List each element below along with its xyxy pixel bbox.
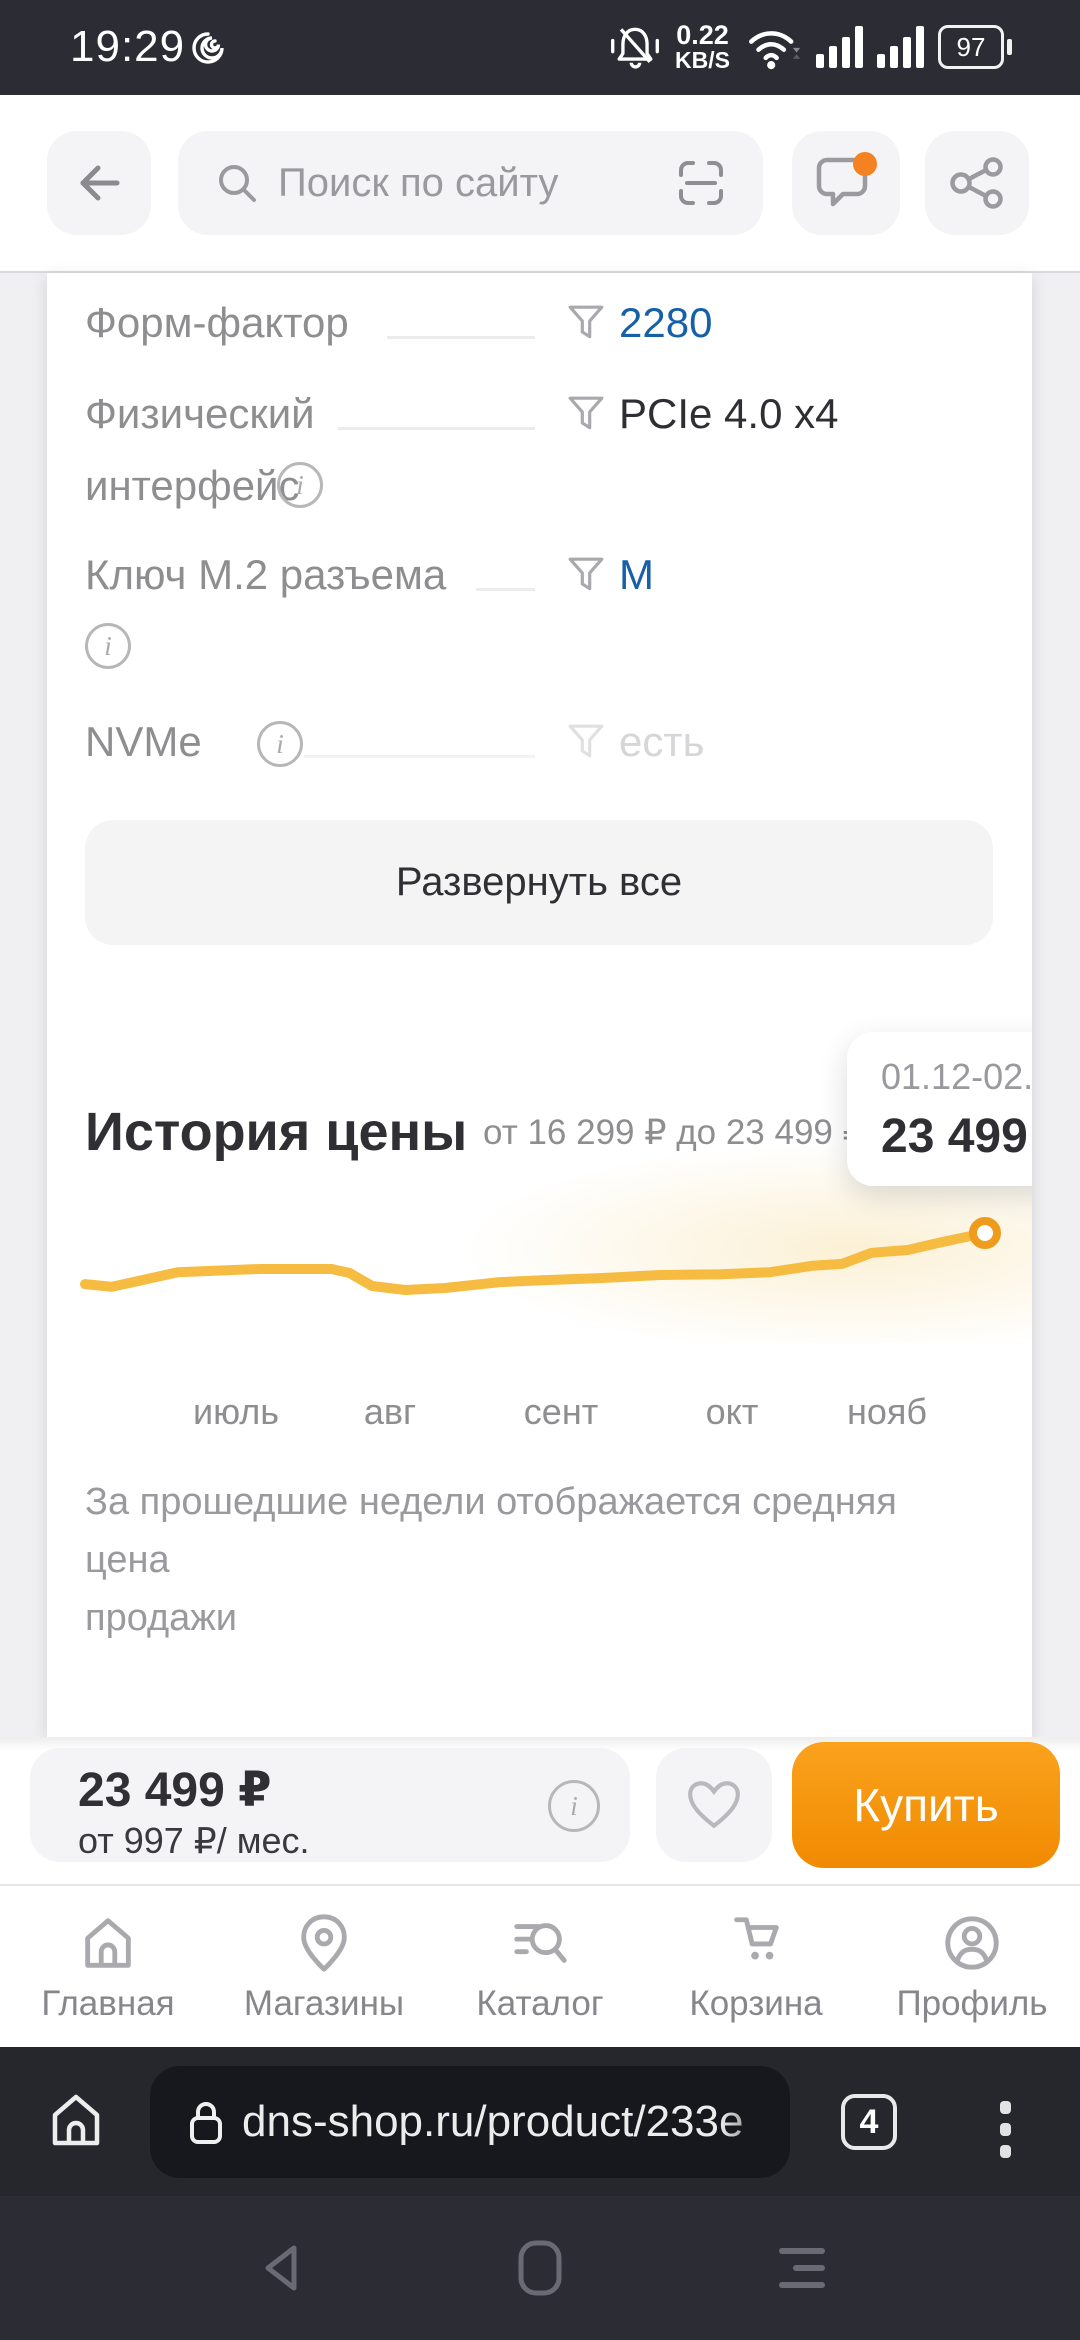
vibrate-mute-icon xyxy=(611,27,660,69)
nav-item-stores[interactable]: Магазины xyxy=(216,1886,432,2047)
chart-tooltip: 01.12-02.1 23 499 ₽ xyxy=(847,1032,1032,1186)
tooltip-date-range: 01.12-02.1 xyxy=(881,1056,1032,1097)
x-tick-sep: сент xyxy=(523,1391,599,1432)
bottom-navigation: Главная Магазины Каталог xyxy=(0,1886,1080,2047)
home-icon xyxy=(85,1918,131,1968)
barcode-scan-icon[interactable] xyxy=(673,155,729,211)
spec-value-physical-interface: PCIe 4.0 x4 xyxy=(619,390,839,437)
url-text: dns-shop.ru/product/233e xyxy=(242,2097,744,2146)
heart-icon xyxy=(688,1781,740,1829)
leader-line xyxy=(304,755,535,758)
divider xyxy=(0,1884,1080,1886)
nav-label: Каталог xyxy=(476,1984,604,2023)
product-sheet: Форм-фактор 2280 Физический интерфейс i … xyxy=(47,273,1032,1737)
nav-label: Магазины xyxy=(243,1984,405,2023)
signal-bars-sim1 xyxy=(816,26,863,68)
profile-icon xyxy=(945,1916,999,1970)
price-history-chart xyxy=(80,1217,1001,1295)
search-icon xyxy=(219,165,256,202)
android-navigation-bar xyxy=(0,2196,1080,2340)
current-price: 23 499 ₽ xyxy=(78,1764,272,1817)
browser-home-icon[interactable] xyxy=(44,2087,108,2153)
price-pill[interactable]: 23 499 ₽ от 997 ₽/ мес. i xyxy=(30,1748,630,1862)
spec-value-m2-key[interactable]: M xyxy=(619,551,654,598)
url-fade xyxy=(720,2066,790,2178)
battery-indicator: 97 xyxy=(938,25,1004,69)
clock: 19:29 xyxy=(70,22,186,71)
nav-label: Профиль xyxy=(896,1984,1048,2023)
filter-funnel-icon[interactable] xyxy=(567,555,605,595)
info-icon[interactable]: i xyxy=(85,623,131,669)
spec-label-physical-interface-line2: интерфейс xyxy=(85,462,300,509)
back-arrow-icon xyxy=(80,165,120,201)
spec-value-nvme: есть xyxy=(619,718,705,765)
x-tick-july: июль xyxy=(192,1391,280,1432)
signal-bars-sim2 xyxy=(877,26,924,68)
expand-all-label: Развернуть все xyxy=(395,860,683,904)
x-tick-aug: авг xyxy=(363,1391,417,1432)
share-icon xyxy=(950,157,1003,209)
wifi-icon xyxy=(748,31,801,70)
battery-nub xyxy=(1007,39,1012,55)
price-marker-point[interactable] xyxy=(969,1217,1001,1249)
tab-counter-button[interactable]: 4 xyxy=(841,2094,897,2150)
info-icon[interactable]: i xyxy=(277,462,323,508)
notification-dot xyxy=(853,152,877,176)
cart-icon xyxy=(734,1917,779,1960)
url-bar[interactable]: dns-shop.ru/product/233e xyxy=(150,2066,790,2178)
nav-label: Главная xyxy=(41,1984,175,2023)
tooltip-price: 23 499 ₽ xyxy=(881,1110,1032,1163)
nav-item-cart[interactable]: Корзина xyxy=(648,1886,864,2047)
location-pin-icon xyxy=(301,1914,347,1972)
android-home-button[interactable] xyxy=(516,2238,564,2298)
buy-button-label: Купить xyxy=(853,1779,999,1831)
catalog-search-icon xyxy=(514,1923,567,1963)
android-menu-button[interactable] xyxy=(776,2240,828,2296)
search-input[interactable]: Поиск по сайту xyxy=(178,131,763,235)
filter-funnel-icon[interactable] xyxy=(567,303,605,343)
tab-count: 4 xyxy=(859,2102,879,2141)
filter-funnel-icon xyxy=(568,724,604,758)
leader-line xyxy=(338,427,535,430)
status-bar: 19:29 0.22 KB/S xyxy=(0,0,1080,95)
share-button[interactable] xyxy=(925,131,1029,235)
leader-line xyxy=(387,336,535,339)
expand-all-button[interactable]: Развернуть все xyxy=(85,820,993,945)
price-info-icon[interactable]: i xyxy=(548,1780,600,1832)
chat-button[interactable] xyxy=(792,131,900,235)
spec-label-m2-key: Ключ М.2 разъема xyxy=(85,551,447,598)
filter-funnel-icon[interactable] xyxy=(567,394,605,434)
buy-button[interactable]: Купить xyxy=(792,1742,1060,1868)
x-tick-nov: нояб xyxy=(846,1391,928,1432)
nav-item-catalog[interactable]: Каталог xyxy=(432,1886,648,2047)
android-back-button[interactable] xyxy=(256,2240,308,2296)
price-line xyxy=(80,1228,990,1295)
price-history-title: История цены xyxy=(85,1102,468,1162)
search-placeholder: Поиск по сайту xyxy=(278,160,559,205)
installment-price: от 997 ₽/ мес. xyxy=(78,1820,310,1861)
info-icon[interactable]: i xyxy=(257,721,303,767)
lock-icon xyxy=(190,2102,222,2144)
leader-line xyxy=(476,588,535,591)
spec-label-form-factor: Форм-фактор xyxy=(85,299,349,346)
back-button[interactable] xyxy=(47,131,151,235)
spec-label-nvme: NVMe xyxy=(85,718,202,765)
chat-bubble-icon xyxy=(816,152,877,207)
x-tick-oct: окт xyxy=(705,1391,759,1432)
network-speed: 0.22 KB/S xyxy=(675,20,730,73)
browser-menu-button[interactable] xyxy=(1000,2092,1011,2167)
nav-item-profile[interactable]: Профиль xyxy=(864,1886,1080,2047)
spec-value-form-factor[interactable]: 2280 xyxy=(619,299,713,346)
spec-label-physical-interface-line1: Физический xyxy=(85,390,315,437)
nav-item-home[interactable]: Главная xyxy=(0,1886,216,2047)
favorite-button[interactable] xyxy=(656,1748,772,1862)
chart-caption: За прошедшие недели отображается средняя… xyxy=(85,1481,897,1639)
app-header: Поиск по сайту xyxy=(0,95,1080,273)
nav-label: Корзина xyxy=(689,1984,823,2023)
spiral-notification-icon xyxy=(192,32,224,64)
